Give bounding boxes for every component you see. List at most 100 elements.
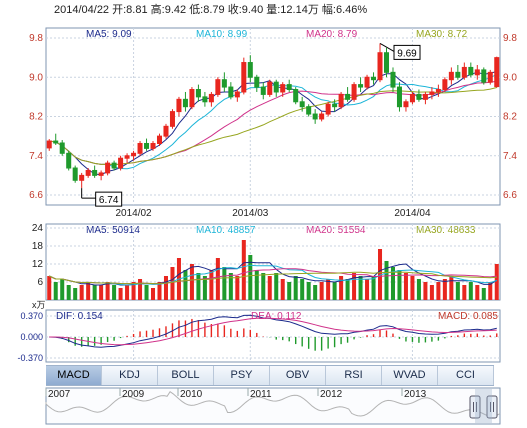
candle-up: [435, 89, 441, 93]
volume-bar: [274, 273, 279, 300]
dea-line: [49, 317, 497, 346]
timeline-left-handle[interactable]: [469, 395, 481, 419]
candle-down: [221, 79, 227, 88]
price-legend-item: MA5: 9.09: [86, 29, 132, 40]
volume-bar: [352, 273, 357, 300]
macd-y-tick: -0.370: [17, 353, 43, 363]
tab-kdj[interactable]: KDJ: [102, 366, 158, 385]
candle-down: [455, 71, 461, 78]
price-legend-item: MA30: 8.72: [416, 29, 468, 40]
price-x-tick: 2014/04: [394, 208, 431, 219]
volume-bar: [73, 288, 78, 300]
volume-bar: [488, 282, 493, 300]
volume-bar: [196, 273, 201, 300]
volume-bar: [163, 276, 168, 300]
volume-bar: [261, 273, 266, 300]
quote-open: 开:8.81: [112, 4, 148, 16]
volume-bar: [47, 276, 52, 300]
candle-down: [468, 66, 474, 76]
ma30-line: [49, 87, 497, 166]
volume-bar: [429, 285, 434, 300]
candle-up: [494, 57, 500, 88]
volume-y-tick: 18: [32, 241, 44, 252]
price-x-tick: 2014/03: [232, 208, 269, 219]
max-callout-box: [393, 44, 421, 60]
candle-down: [332, 103, 338, 108]
macd-y-tick: 0.370: [20, 311, 43, 321]
volume-bar: [86, 282, 91, 300]
min-callout-box: [95, 191, 123, 207]
price-y-tick-right: 8.2: [503, 112, 517, 123]
candle-down: [383, 52, 390, 73]
volume-bar: [423, 282, 428, 300]
tab-macd[interactable]: MACD: [46, 366, 102, 385]
candle-up: [461, 66, 467, 78]
candle-up: [131, 152, 137, 157]
candle-down: [247, 62, 253, 78]
candle-up: [241, 62, 247, 93]
volume-bar: [416, 279, 421, 300]
candle-down: [92, 169, 98, 176]
candle-up: [156, 135, 163, 144]
volume-bar: [300, 279, 305, 300]
volume-unit-label: x万: [32, 300, 46, 310]
price-y-tick-left: 9.0: [29, 72, 43, 83]
volume-bar: [436, 282, 441, 300]
candle-up: [267, 81, 273, 95]
indicator-tabs: MACD KDJ BOLL PSY OBV RSI WVAD CCI: [46, 365, 494, 386]
candle-down: [390, 71, 396, 88]
volume-bar: [345, 279, 350, 300]
volume-bar: [462, 285, 467, 300]
tab-boll[interactable]: BOLL: [158, 366, 214, 385]
candle-down: [345, 93, 351, 100]
candle-up: [351, 84, 357, 100]
handle-body: [469, 395, 481, 419]
price-y-tick-right: 7.4: [503, 151, 517, 162]
max-callout-label: 9.69: [397, 48, 417, 59]
price-y-tick-right: 6.6: [503, 190, 517, 201]
volume-bar: [280, 279, 285, 300]
candle-up: [422, 93, 428, 100]
candle-up: [403, 101, 409, 108]
quote-change: 幅:6.46%: [321, 4, 368, 16]
tab-psy[interactable]: PSY: [214, 366, 270, 385]
macd-dif-label: DIF: 0.154: [56, 311, 103, 322]
volume-bar: [118, 288, 123, 300]
price-y-tick-right: 9.0: [503, 72, 517, 83]
candle-up: [85, 169, 91, 176]
price-panel-frame: [45, 27, 501, 206]
quote-date: 2014/04/22: [54, 4, 110, 16]
candle-up: [169, 111, 175, 127]
candle-down: [371, 76, 377, 81]
candle-down: [254, 76, 260, 88]
macd-y-tick: 0.000: [20, 332, 43, 342]
tab-wvad[interactable]: WVAD: [382, 366, 438, 385]
price-y-tick-left: 9.8: [29, 33, 43, 44]
volume-bar: [378, 249, 383, 300]
volume-ma30-line: [48, 271, 497, 285]
candle-down: [396, 86, 402, 108]
volume-bar: [131, 282, 136, 300]
candle-down: [416, 93, 422, 100]
volume-ma10-line: [48, 264, 497, 286]
tab-cci[interactable]: CCI: [438, 366, 494, 385]
tab-rsi[interactable]: RSI: [326, 366, 382, 385]
volume-bar: [254, 270, 259, 300]
quote-close: 收:9.40: [227, 4, 264, 16]
candle-up: [280, 84, 286, 93]
candle-down: [66, 152, 72, 169]
candle-down: [273, 81, 279, 93]
volume-bar: [332, 282, 337, 300]
volume-bar: [138, 279, 143, 300]
candle-up: [124, 155, 130, 159]
tab-obv[interactable]: OBV: [270, 366, 326, 385]
volume-bar: [222, 267, 227, 300]
price-y-tick-left: 8.2: [29, 112, 43, 123]
candle-down: [260, 86, 266, 95]
timeline-right-handle[interactable]: [486, 395, 498, 419]
candle-down: [53, 140, 59, 144]
volume-bar: [358, 276, 363, 300]
volume-bar: [112, 285, 117, 300]
candle-down: [111, 162, 117, 169]
